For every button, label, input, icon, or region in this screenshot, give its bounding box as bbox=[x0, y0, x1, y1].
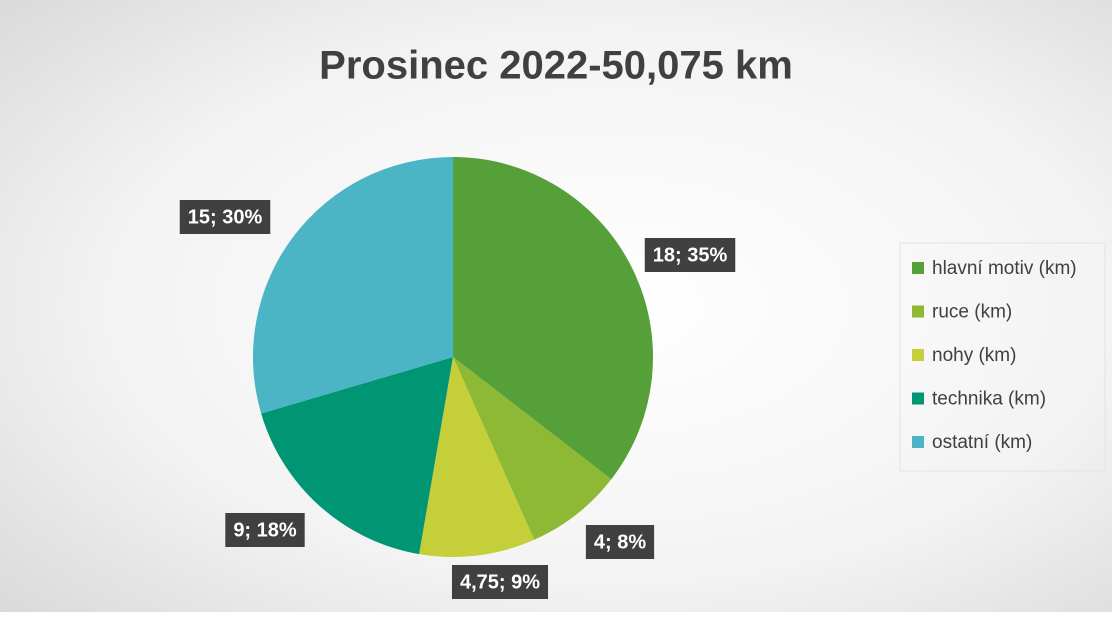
pie-slice bbox=[419, 357, 535, 557]
data-label: 4; 8% bbox=[594, 531, 646, 553]
legend-label: ostatní (km) bbox=[932, 432, 1032, 453]
legend-frame bbox=[899, 242, 1106, 472]
legend-swatch bbox=[912, 349, 924, 361]
pie-slice bbox=[253, 157, 453, 414]
data-label: 15; 30% bbox=[188, 206, 263, 228]
pie-slice bbox=[453, 157, 653, 480]
data-label-box bbox=[585, 525, 655, 559]
legend-swatch bbox=[912, 392, 924, 405]
data-label: 9; 18% bbox=[233, 519, 297, 541]
legend-swatch bbox=[912, 305, 924, 318]
data-label-box bbox=[644, 238, 736, 272]
legend-label: nohy (km) bbox=[932, 345, 1016, 366]
data-label: 4,75; 9% bbox=[460, 571, 540, 593]
legend-label: technika (km) bbox=[932, 389, 1046, 410]
pie-slice bbox=[453, 357, 612, 540]
legend-swatch bbox=[912, 262, 924, 274]
chart-title: Prosinec 2022-50,075 km bbox=[319, 44, 793, 88]
data-label-box bbox=[225, 513, 305, 547]
pie-slice bbox=[261, 357, 453, 555]
data-label-box bbox=[179, 200, 271, 234]
legend-label: ruce (km) bbox=[932, 302, 1012, 323]
legend-label: hlavní motiv (km) bbox=[932, 258, 1077, 279]
data-label-box bbox=[451, 565, 549, 599]
data-label: 18; 35% bbox=[653, 244, 728, 266]
legend-swatch bbox=[912, 436, 924, 448]
